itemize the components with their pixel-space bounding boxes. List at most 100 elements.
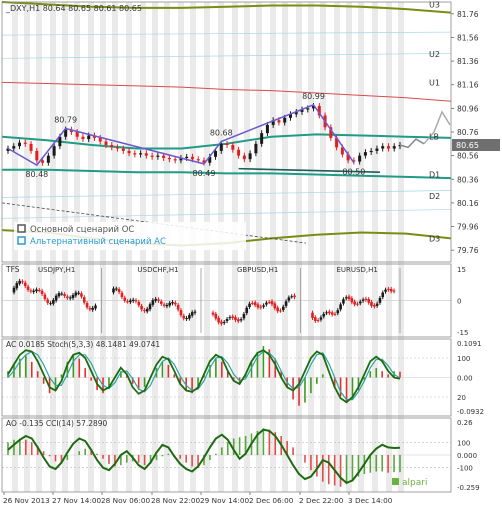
- x-tick-label: 2 Dec 06:00: [249, 496, 294, 505]
- candle-body: [6, 148, 10, 151]
- candle-body: [300, 109, 304, 112]
- candle-body: [173, 159, 177, 161]
- tfs-candle-body: [112, 288, 115, 293]
- tfs-candle-body: [12, 287, 16, 293]
- forecast-alt: [423, 110, 451, 145]
- tfs-candle-body: [179, 310, 183, 316]
- tfs-pair-label: GBPUSD,H1: [237, 266, 278, 274]
- candle-body: [81, 136, 85, 140]
- tfs-candle-body: [15, 283, 19, 289]
- candle-body: [386, 146, 390, 149]
- ao-axis-label: 100: [457, 439, 470, 447]
- candle-body: [46, 155, 50, 163]
- panel-frame: [1, 417, 452, 493]
- tfs-candle-body: [129, 300, 132, 303]
- y-tick-label: 79.76: [457, 246, 479, 255]
- session-stripe: [398, 2, 404, 492]
- tfs-candle-body: [120, 292, 124, 298]
- tfs-candle-body: [361, 299, 365, 301]
- candle-body: [29, 143, 33, 151]
- y-tick-label: 81.56: [457, 33, 479, 42]
- candle-body: [202, 160, 206, 163]
- session-stripe: [296, 2, 302, 492]
- tfs-candle-body: [66, 296, 69, 298]
- session-stripe: [386, 2, 392, 492]
- tfs-candle-body: [314, 317, 317, 321]
- candle-body: [98, 137, 102, 142]
- tfs-candle-body: [32, 290, 35, 292]
- tfs-candle-body: [190, 312, 194, 316]
- tfs-candle-body: [68, 297, 72, 299]
- candle-body: [52, 146, 56, 156]
- session-stripe: [282, 2, 288, 492]
- tfs-candle-body: [347, 296, 351, 299]
- candle-body: [381, 146, 385, 149]
- ac-axis-label: 100: [457, 355, 470, 363]
- y-tick-label: 80.96: [457, 104, 479, 113]
- tfs-pair-label: EURUSD,H1: [337, 266, 378, 274]
- candle-body: [260, 133, 264, 144]
- candle-body: [75, 132, 79, 137]
- tfs-candle-body: [236, 319, 240, 322]
- tfs-candle-body: [165, 304, 169, 307]
- candle-body: [144, 153, 148, 156]
- channel-line: [1, 31, 452, 36]
- tfs-candle-body: [140, 305, 143, 310]
- extremum-label: 80.50: [342, 168, 365, 177]
- session-stripe: [256, 2, 262, 492]
- tfs-candle-body: [239, 319, 243, 321]
- candle-body: [104, 141, 108, 145]
- level-label: U2: [429, 50, 440, 59]
- tfs-candle-body: [316, 320, 320, 322]
- extremum-label: 80.49: [193, 169, 216, 178]
- tfs-pair-label: USDCHF,H1: [138, 266, 179, 274]
- tfs-candle-body: [267, 301, 271, 303]
- candle-body: [317, 106, 321, 116]
- y-tick-label: 81.36: [457, 57, 479, 66]
- tfs-candle-body: [381, 292, 385, 298]
- tfs-candle-body: [182, 315, 186, 319]
- tfs-candle-body: [29, 290, 33, 292]
- level-label: D2: [429, 192, 440, 201]
- tfs-candle-body: [154, 298, 157, 301]
- tfs-candle-body: [91, 307, 94, 310]
- candle-body: [312, 106, 316, 109]
- tfs-candle-body: [77, 292, 80, 294]
- tfs-candle-body: [94, 305, 97, 309]
- tfs-candle-body: [245, 307, 249, 314]
- ac-axis-label: 0.00: [457, 375, 473, 383]
- tfs-candle-body: [325, 312, 328, 314]
- tfs-candle-body: [185, 318, 188, 320]
- x-tick-label: 28 Nov 22:00: [151, 496, 201, 505]
- y-tick-label: 79.96: [457, 223, 479, 232]
- session-stripe: [334, 2, 340, 492]
- tfs-candle-body: [284, 301, 288, 306]
- tfs-candle-body: [117, 289, 121, 293]
- session-stripe: [358, 2, 364, 492]
- band-d1: [2, 168, 452, 180]
- candle-body: [265, 124, 269, 134]
- tfs-candle-body: [52, 299, 55, 304]
- tfs-candle-body: [174, 302, 177, 305]
- candle-body: [35, 150, 39, 161]
- tfs-candle-body: [131, 299, 135, 301]
- tfs-candle-body: [231, 316, 234, 318]
- candle-body: [156, 155, 160, 157]
- candle-body: [242, 155, 246, 160]
- tfs-candle-body: [356, 303, 359, 305]
- tfs-candle-body: [350, 298, 354, 303]
- tfs-candle-body: [322, 313, 326, 317]
- tfs-candle-body: [387, 288, 390, 290]
- tfs-candle-body: [85, 303, 89, 308]
- candle-body: [219, 143, 223, 151]
- candle-body: [179, 158, 183, 161]
- chart-title: _DXY,H1 80.64 80.65 80.61 80.65: [5, 4, 142, 13]
- tfs-candle-body: [148, 304, 152, 310]
- panel-frames: [1, 1, 452, 495]
- tfs-candle-body: [248, 303, 251, 307]
- tfs-candle-body: [242, 313, 246, 319]
- candle-body: [139, 153, 143, 155]
- candle-body: [375, 148, 379, 151]
- session-stripe: [372, 2, 378, 492]
